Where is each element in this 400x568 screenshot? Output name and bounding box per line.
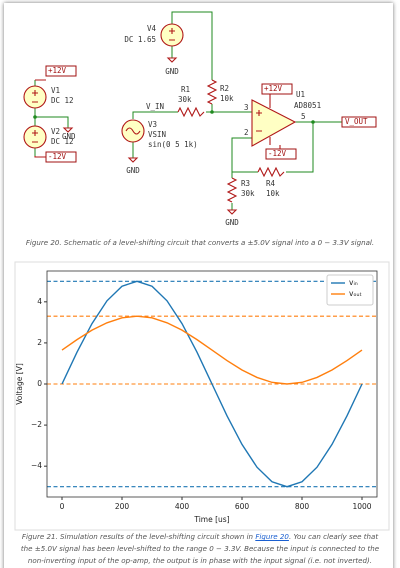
figure-link[interactable]: Figure 20 <box>255 532 289 541</box>
ref: R2 <box>220 84 229 93</box>
value: sin(0 5 1k) <box>148 140 198 149</box>
resistor-r1 <box>177 106 205 118</box>
figure-caption: Figure 21. Simulation results of the lev… <box>16 531 384 567</box>
source-v4 <box>160 23 184 47</box>
net-label: V_IN <box>146 102 164 111</box>
pin: 5 <box>301 112 306 121</box>
caption-text: Figure 21. Simulation results of the lev… <box>21 532 256 541</box>
ref: V1 <box>51 86 60 95</box>
ref: V3 <box>148 120 157 129</box>
value: 10k <box>220 94 234 103</box>
value: AD8051 <box>294 101 321 110</box>
ground-symbols <box>62 57 238 215</box>
y-axis-label: Voltage [V] <box>15 363 24 405</box>
ref: R4 <box>266 179 276 188</box>
net-label: V_OUT <box>345 117 368 126</box>
x-tick-label: 200 <box>115 502 130 511</box>
type: VSIN <box>148 130 166 139</box>
pin: 2 <box>244 128 249 137</box>
y-tick-label: 0 <box>37 379 42 388</box>
flag-wires <box>34 79 281 158</box>
x-tick-label: 600 <box>235 502 250 511</box>
value: 30k <box>241 189 255 198</box>
net-flag <box>341 116 377 128</box>
y-tick-label: 4 <box>37 297 42 306</box>
ground-label: GND <box>126 166 140 175</box>
x-tick-label: 0 <box>60 502 65 511</box>
ref: U1 <box>296 90 305 99</box>
opamp-details <box>256 100 271 145</box>
schematic: +12V -12V +12V -12V GND GND GND GND V1 D… <box>23 11 377 227</box>
source-v2 <box>23 125 47 149</box>
resistor-r3 <box>226 177 238 203</box>
power-flag <box>261 83 293 95</box>
value: 30k <box>178 95 192 104</box>
x-tick-label: 1000 <box>352 502 371 511</box>
ref: V4 <box>147 24 157 33</box>
plot-frame <box>46 270 378 498</box>
y-tick-label: 2 <box>37 338 42 347</box>
value: 10k <box>266 189 280 198</box>
figure-caption: Figure 20. Schematic of a level-shifting… <box>25 238 375 247</box>
junction <box>311 120 315 124</box>
legend-label: vᵢₙ <box>349 278 358 287</box>
legend-label: vₒᵤₜ <box>349 289 362 298</box>
ref: V2 <box>51 127 60 136</box>
caption-text: . You can clearly see that the ±5.0V sig… <box>20 532 380 565</box>
ref: R3 <box>241 179 250 188</box>
ground-label: GND <box>62 132 76 141</box>
junction <box>210 110 214 114</box>
source-symbols <box>32 28 175 143</box>
ground-label: GND <box>225 218 239 227</box>
ref: R1 <box>181 85 190 94</box>
ground-label: GND <box>165 67 179 76</box>
power-label: +12V <box>48 66 67 75</box>
y-tick-label: −4 <box>31 461 42 470</box>
power-label: +12V <box>264 84 283 93</box>
x-tick-label: 400 <box>175 502 190 511</box>
series-line <box>61 280 363 488</box>
value: DC 12 <box>51 137 74 146</box>
value: DC 12 <box>51 96 74 105</box>
chart: Voltage [V] Time [us] −4 −2 0 2 4 0 200 400 600 8… <box>14 261 390 531</box>
resistor-r2 <box>206 79 218 105</box>
x-axis-label: Time [us] <box>193 515 229 524</box>
resistor-r4 <box>257 166 285 178</box>
y-tick-label: −2 <box>31 420 42 429</box>
opamp <box>251 99 297 147</box>
power-label: -12V <box>268 149 287 158</box>
value: DC 1.65 <box>124 35 156 44</box>
x-tick-label: 800 <box>295 502 310 511</box>
source-v1 <box>23 85 47 109</box>
pin: 3 <box>244 103 249 112</box>
power-flag <box>45 65 77 77</box>
chart-border <box>14 261 390 531</box>
power-label: -12V <box>48 152 67 161</box>
junction <box>33 115 37 119</box>
power-flag <box>265 148 297 160</box>
series-line <box>61 315 363 385</box>
